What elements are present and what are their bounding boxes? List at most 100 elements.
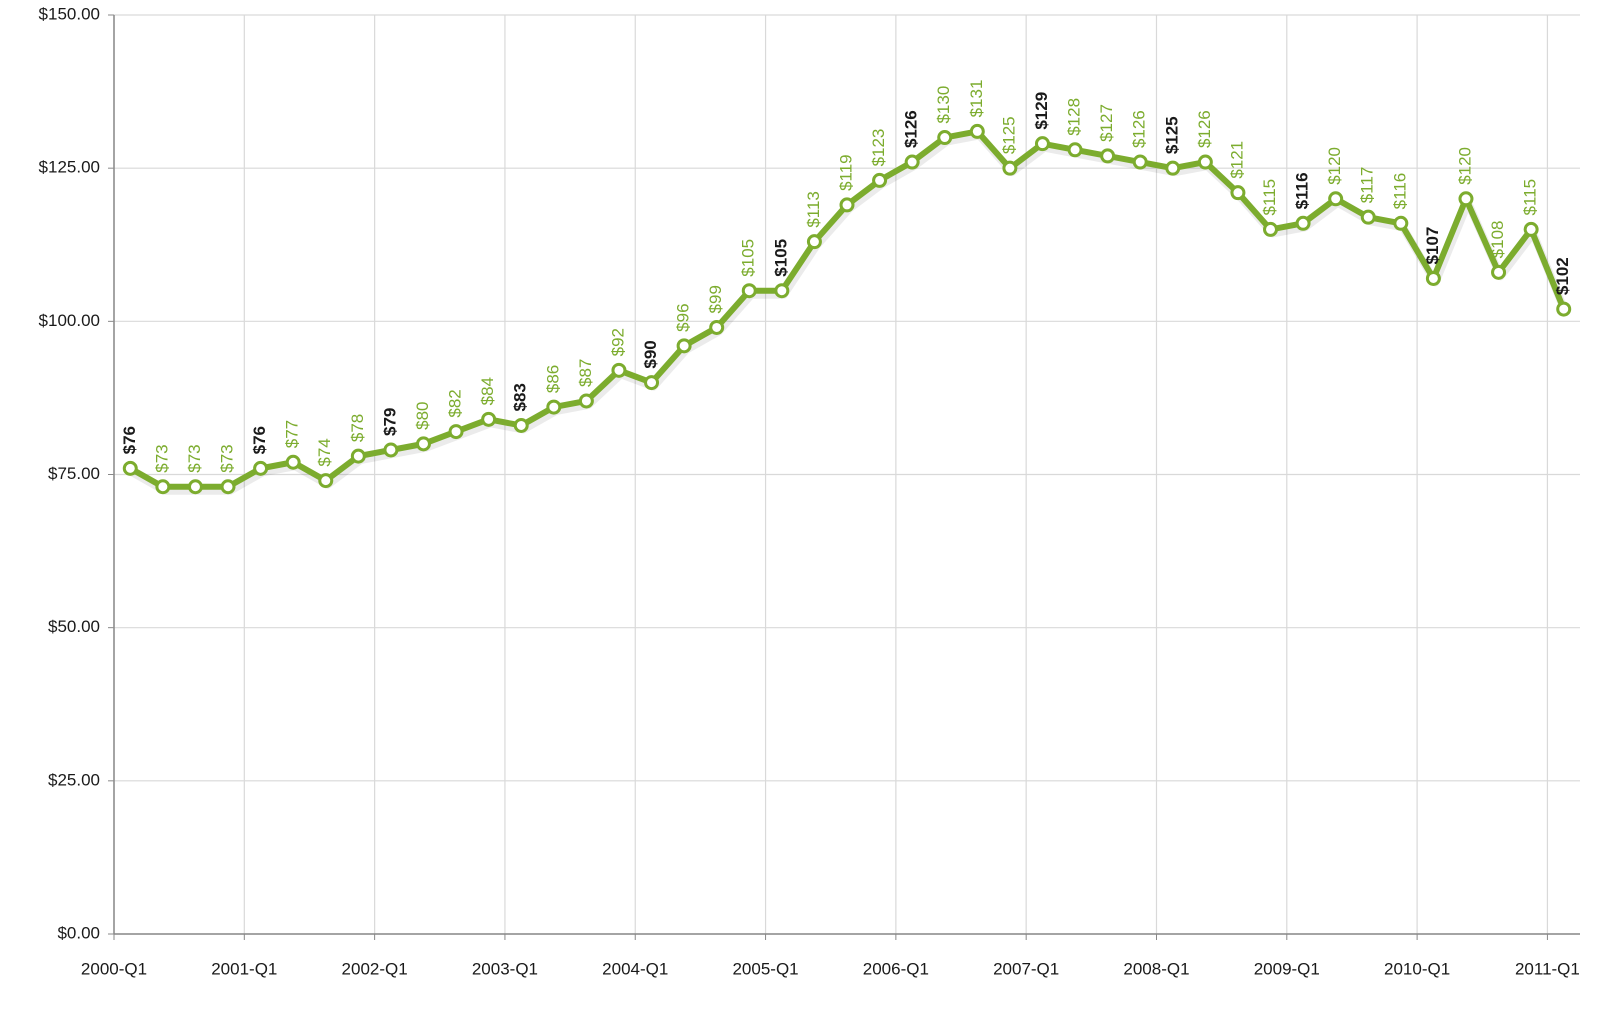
data-label: $99: [706, 285, 725, 313]
marker: [481, 411, 497, 427]
marker: [187, 479, 203, 495]
data-label: $96: [674, 303, 693, 331]
data-label: $77: [283, 420, 302, 448]
marker: [709, 319, 725, 335]
marker: [1230, 185, 1246, 201]
y-tick-label: $100.00: [39, 311, 100, 330]
marker: [676, 338, 692, 354]
marker: [839, 197, 855, 213]
data-label: $92: [608, 328, 627, 356]
data-label: $123: [869, 129, 888, 167]
marker: [1425, 270, 1441, 286]
data-label: $102: [1553, 257, 1572, 295]
marker: [937, 130, 953, 146]
marker: [318, 473, 334, 489]
y-tick-label: $25.00: [48, 770, 100, 789]
data-label: $76: [250, 426, 269, 454]
x-tick-label: 2011-Q1: [1515, 959, 1580, 978]
y-tick-label: $0.00: [57, 923, 100, 942]
data-label: $83: [511, 383, 530, 411]
marker: [806, 234, 822, 250]
marker: [1523, 221, 1539, 237]
x-tick-label: 2003-Q1: [472, 959, 538, 978]
data-label: $116: [1293, 172, 1312, 209]
marker: [872, 172, 888, 188]
marker: [1197, 154, 1213, 170]
marker: [155, 479, 171, 495]
data-label: $119: [836, 154, 855, 191]
x-tick-label: 2005-Q1: [732, 959, 798, 978]
data-label: $126: [902, 110, 921, 148]
y-tick-label: $125.00: [39, 158, 100, 177]
marker: [1491, 264, 1507, 280]
data-label: $116: [1390, 173, 1409, 210]
marker: [1458, 191, 1474, 207]
data-label: $129: [1032, 92, 1051, 130]
x-tick-label: 2009-Q1: [1254, 959, 1320, 978]
marker: [611, 362, 627, 378]
data-label: $105: [771, 239, 790, 277]
marker: [285, 454, 301, 470]
marker: [1328, 191, 1344, 207]
marker: [1295, 215, 1311, 231]
data-label: $126: [1130, 110, 1149, 148]
marker: [969, 123, 985, 139]
marker: [220, 479, 236, 495]
data-label: $86: [543, 365, 562, 393]
x-tick-label: 2000-Q1: [81, 959, 147, 978]
marker: [122, 460, 138, 476]
marker: [741, 283, 757, 299]
data-label: $115: [1521, 179, 1540, 216]
x-tick-label: 2006-Q1: [863, 959, 929, 978]
marker: [774, 283, 790, 299]
data-label: $107: [1423, 227, 1442, 265]
data-label: $82: [446, 389, 465, 417]
data-label: $84: [478, 377, 497, 405]
marker: [253, 460, 269, 476]
data-label: $79: [380, 408, 399, 436]
x-tick-label: 2004-Q1: [602, 959, 668, 978]
data-label: $131: [967, 80, 986, 118]
data-label: $78: [348, 414, 367, 442]
marker: [1165, 160, 1181, 176]
data-label: $73: [152, 444, 171, 472]
data-label: $87: [576, 359, 595, 387]
x-tick-label: 2007-Q1: [993, 959, 1059, 978]
data-label: $121: [1227, 141, 1246, 179]
marker: [350, 448, 366, 464]
x-tick-label: 2010-Q1: [1384, 959, 1450, 978]
data-label: $113: [804, 191, 823, 228]
data-label: $108: [1488, 220, 1507, 258]
data-label: $120: [1325, 147, 1344, 185]
marker: [904, 154, 920, 170]
x-tick-label: 2002-Q1: [342, 959, 408, 978]
y-tick-label: $75.00: [48, 464, 100, 483]
marker: [1393, 215, 1409, 231]
data-label: $73: [218, 444, 237, 472]
data-label: $130: [934, 86, 953, 124]
marker: [546, 399, 562, 415]
marker: [448, 424, 464, 440]
marker: [1067, 142, 1083, 158]
marker: [415, 436, 431, 452]
marker: [1034, 136, 1050, 152]
marker: [383, 442, 399, 458]
marker: [578, 393, 594, 409]
data-label: $115: [1260, 179, 1279, 216]
data-label: $73: [185, 444, 204, 472]
x-tick-label: 2001-Q1: [211, 959, 277, 978]
marker: [644, 375, 660, 391]
data-label: $105: [739, 239, 758, 277]
marker: [1132, 154, 1148, 170]
data-label: $128: [1065, 98, 1084, 136]
y-tick-label: $150.00: [39, 4, 100, 23]
marker: [1263, 221, 1279, 237]
data-label: $74: [315, 438, 334, 466]
data-label: $120: [1455, 147, 1474, 185]
marker: [513, 417, 529, 433]
marker: [1360, 209, 1376, 225]
data-label: $125: [1162, 116, 1181, 154]
marker: [1002, 160, 1018, 176]
data-label: $117: [1358, 167, 1377, 204]
